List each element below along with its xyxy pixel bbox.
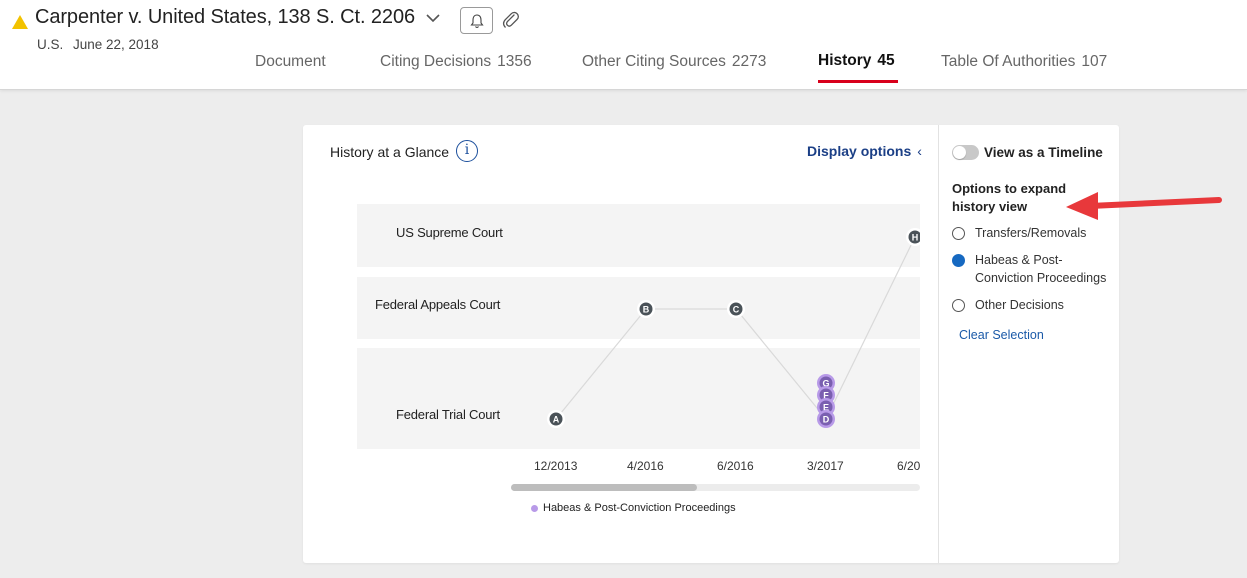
x-tick: 4/2016 [627,459,664,473]
history-connector-line [555,236,916,421]
options-heading: Options to expand history view [952,181,1067,214]
x-tick: 6/20 [897,459,920,473]
tab-count: 1356 [497,53,532,70]
node-label: H [912,233,919,243]
case-title: Carpenter v. United States, 138 S. Ct. 2… [35,6,415,28]
node-label: G [822,379,829,389]
node-label: F [823,391,829,401]
tab-citing-decisions[interactable]: Citing Decisions 1356 [380,53,532,71]
tab-label: Table Of Authorities [941,53,1076,70]
node-dot [819,400,833,414]
header-bar: Carpenter v. United States, 138 S. Ct. 2… [0,0,1247,90]
x-tick: 6/2016 [717,459,754,473]
timeline-toggle-label: View as a Timeline [984,145,1103,160]
x-tick: 12/2013 [534,459,578,473]
warning-triangle-icon [12,15,28,29]
lane-label-appeals-court: Federal Appeals Court [375,297,501,312]
radio-other-decisions[interactable] [952,299,965,312]
node-dot [729,302,743,316]
radio-label-habeas[interactable]: Habeas & Post-Conviction Proceedings [975,253,1107,285]
history-node-h[interactable]: H [906,228,920,246]
history-node-b[interactable]: B [637,300,655,318]
radio-label-transfers[interactable]: Transfers/Removals [975,226,1087,240]
tab-other-citing-sources[interactable]: Other Citing Sources 2273 [582,53,766,71]
attach-button[interactable] [500,9,522,31]
node-label: C [733,305,740,315]
radio-transfers-removals[interactable] [952,227,965,240]
radio-habeas[interactable] [952,254,965,267]
toggle-knob [953,146,966,159]
legend-label: Habeas & Post-Conviction Proceedings [543,502,736,514]
tab-count: 2273 [731,53,767,70]
node-label: B [643,305,650,315]
bell-icon [469,13,484,28]
history-chart: GFE A B C D H [547,228,920,428]
chevron-down-icon[interactable] [424,11,442,25]
paperclip-icon [502,11,519,28]
jurisdiction-label: U.S. [37,37,64,52]
legend-swatch [531,505,538,512]
node-dot [549,412,563,426]
tab-label: Citing Decisions [380,53,492,70]
decision-date: June 22, 2018 [73,37,159,52]
tab-history[interactable]: History 45 [818,52,895,70]
history-at-a-glance-title: History at a Glance [330,144,450,160]
tab-document[interactable]: Document [255,53,326,71]
radio-label-other[interactable]: Other Decisions [975,298,1064,312]
tab-label: Document [255,53,326,70]
chart-scrollbar-thumb[interactable] [511,484,697,491]
node-dot [819,376,833,390]
active-tab-indicator [818,80,898,83]
node-dot [819,388,833,402]
node-dot [819,412,833,426]
node-dot [639,302,653,316]
tab-label: Other Citing Sources [582,53,726,70]
display-options-label: Display options [807,143,912,159]
clear-selection-link[interactable]: Clear Selection [959,328,1044,342]
node-label: D [823,415,830,425]
display-options-link[interactable]: Display options ‹ [807,143,922,159]
panel-divider [938,125,939,563]
history-node-a[interactable]: A [547,410,565,428]
tab-count: 45 [877,52,895,69]
annotation-arrow-icon [1066,192,1222,220]
tab-table-of-authorities[interactable]: Table Of Authorities 107 [941,53,1107,71]
node-label: E [823,403,829,413]
history-node-d[interactable]: D [817,410,835,428]
tab-label: History [818,52,872,69]
node-label: A [553,415,560,425]
history-node-c[interactable]: C [727,300,745,318]
info-icon[interactable]: i [456,140,478,162]
lane-supreme-court [357,204,920,267]
notify-bell-button[interactable] [460,7,493,34]
chevron-left-icon: ‹ [917,143,922,159]
chart-scrollbar-track[interactable] [511,484,920,491]
node-dot [908,230,920,244]
lane-label-trial-court: Federal Trial Court [396,407,500,422]
tab-count: 107 [1081,53,1108,70]
timeline-toggle[interactable] [952,145,979,160]
x-tick: 3/2017 [807,459,844,473]
lane-label-supreme-court: US Supreme Court [396,225,503,240]
